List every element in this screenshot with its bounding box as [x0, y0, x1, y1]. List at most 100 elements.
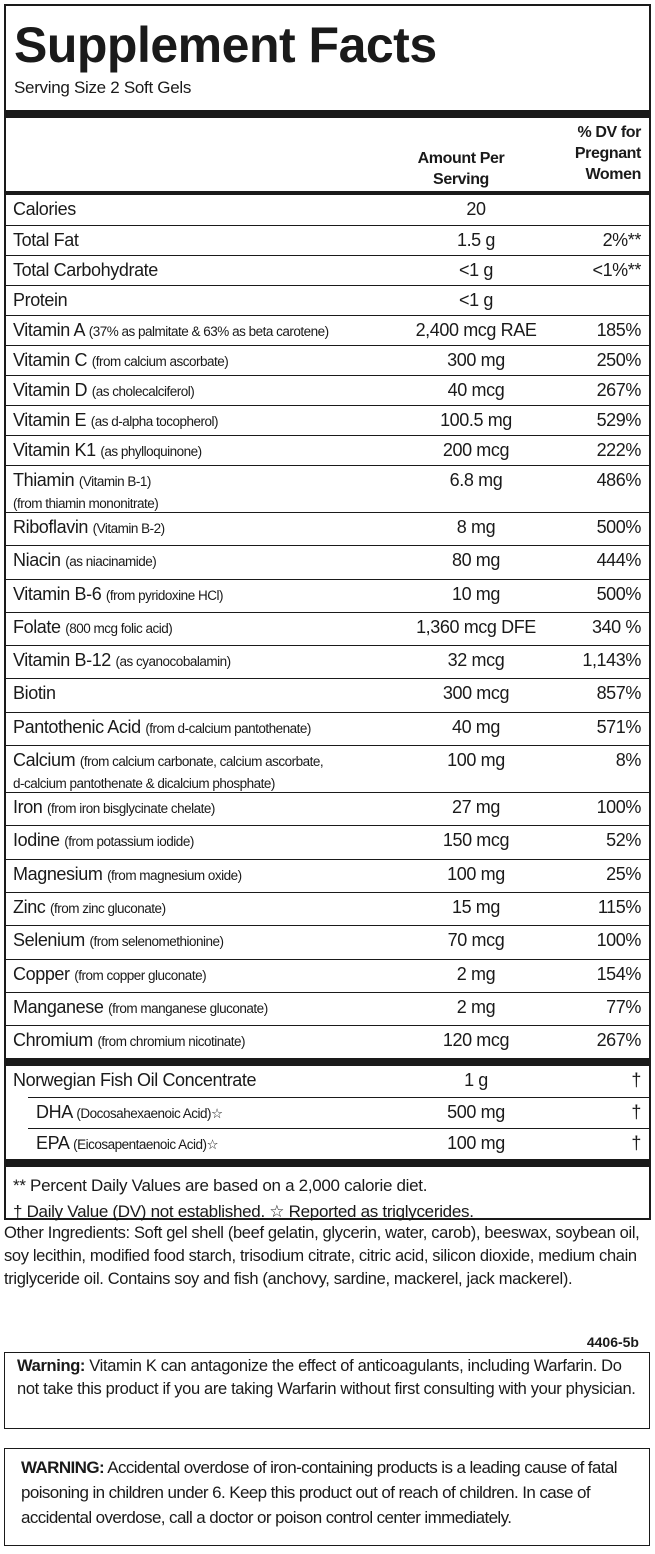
divider — [6, 191, 649, 195]
serving-size: Serving Size 2 Soft Gels — [14, 78, 192, 97]
amount: 6.8 mg — [449, 470, 503, 490]
daily-value: 857% — [596, 683, 642, 704]
amount: 100 mg — [447, 863, 505, 884]
table-row: Vitamin C (from calcium ascorbate) 300 mg… — [6, 345, 649, 375]
amount: 70 mcg — [447, 930, 505, 951]
panel-title: Supplement Facts — [14, 17, 437, 73]
amount: 100 mg — [447, 1133, 505, 1154]
table-row: EPA (Eicosapentaenoic Acid)☆ 100 mg † — [28, 1128, 649, 1159]
amount: 15 mg — [451, 896, 501, 917]
nutrient-name: Folate (800 mcg folic acid) — [13, 616, 173, 637]
nutrient-name: Total Fat — [13, 230, 79, 250]
daily-value: 250% — [596, 350, 642, 370]
table-row: Manganese (from manganese gluconate) 2 mg… — [6, 991, 649, 1025]
table-row: DHA (Docosahexaenoic Acid)☆ 500 mg † — [28, 1097, 649, 1128]
footnotes: ** Percent Daily Values are based on a 2… — [13, 1176, 474, 1222]
nutrient-name: Selenium (from selenomethionine) — [13, 930, 224, 951]
table-row: Vitamin D (as cholecalciferol) 40 mcg 267% — [6, 375, 649, 405]
table-row: Total Carbohydrate <1 g <1%** — [6, 255, 649, 285]
table-row: Calories 20 — [6, 195, 649, 225]
nutrient-name: Calcium (from calcium carbonate, calcium… — [13, 750, 324, 792]
table-row: Vitamin B-6 (from pyridoxine HCl) 10 mg 50… — [6, 578, 649, 612]
table-row: Protein <1 g — [6, 285, 649, 315]
amount: 500 mg — [447, 1102, 505, 1123]
nutrient-name: Copper (from copper gluconate) — [13, 963, 207, 984]
daily-value: † — [631, 1070, 641, 1091]
nutrient-name: Protein — [13, 290, 68, 310]
fish-oil-table: Norwegian Fish Oil Concentrate 1 g † DHA (… — [6, 1066, 649, 1159]
amount: 1,360 mcg DFE — [416, 616, 536, 637]
daily-value: <1%** — [592, 260, 641, 280]
daily-value: 267% — [596, 1030, 642, 1051]
nutrient-name: EPA (Eicosapentaenoic Acid)☆ — [36, 1133, 219, 1154]
table-row: Vitamin K1 (as phylloquinone) 200 mcg 222% — [6, 435, 649, 465]
nutrient-name: Vitamin C (from calcium ascorbate) — [13, 350, 229, 370]
nutrient-name: Calories — [13, 199, 76, 219]
table-row: Riboflavin (Vitamin B-2) 8 mg 500% — [6, 512, 649, 545]
daily-value: 500% — [596, 517, 642, 537]
amount: 20 — [466, 199, 486, 219]
amount: 150 mcg — [442, 830, 510, 851]
divider — [6, 1058, 649, 1067]
table-row: Chromium (from chromium nicotinate) 120 m… — [6, 1025, 649, 1058]
amount: 40 mg — [451, 716, 501, 737]
amount: 200 mcg — [442, 440, 510, 460]
daily-value: 100% — [596, 797, 642, 818]
column-header: Amount Per Serving % DV for Pregnant Women — [6, 118, 649, 191]
table-row: Zinc (from zinc gluconate) 15 mg 115% — [6, 891, 649, 925]
daily-value: 100% — [596, 930, 642, 951]
nutrient-name: Biotin — [13, 683, 56, 704]
amount: 2 mg — [456, 996, 496, 1017]
daily-value: † — [631, 1102, 641, 1123]
divider — [6, 110, 649, 118]
nutrient-name: Manganese (from manganese gluconate) — [13, 996, 268, 1017]
daily-value: 500% — [596, 583, 642, 604]
daily-value: 154% — [596, 963, 642, 984]
nutrient-name: Riboflavin (Vitamin B-2) — [13, 517, 165, 537]
daily-value: 222% — [596, 440, 642, 460]
table-row: Vitamin E (as d-alpha tocopherol) 100.5 m… — [6, 405, 649, 435]
nutrient-name: Total Carbohydrate — [13, 260, 158, 280]
table-row: Total Fat 1.5 g 2%** — [6, 225, 649, 255]
table-row: Pantothenic Acid (from d-calcium pantoth… — [6, 711, 649, 745]
daily-value: 8% — [615, 750, 642, 771]
nutrient-name: Vitamin A (37% as palmitate & 63% as bet… — [13, 320, 329, 340]
amount: 100.5 mg — [440, 410, 512, 430]
table-row: Selenium (from selenomethionine) 70 mcg 10… — [6, 925, 649, 958]
table-row: Copper (from copper gluconate) 2 mg 154% — [6, 958, 649, 992]
nutrient-name: Chromium (from chromium nicotinate) — [13, 1030, 245, 1051]
nutrient-name: Vitamin K1 (as phylloquinone) — [13, 440, 202, 460]
other-ingredients: Other Ingredients: Soft gel shell (beef … — [4, 1224, 640, 1288]
nutrient-name: Vitamin E (as d-alpha tocopherol) — [13, 410, 219, 430]
table-row: Niacin (as niacinamide) 80 mg 444% — [6, 545, 649, 578]
amount: 300 mcg — [442, 683, 510, 704]
vitamin-k-warning: Warning: Vitamin K can antagonize the ef… — [4, 1352, 650, 1429]
daily-value: 185% — [596, 320, 642, 340]
amount: 1.5 g — [456, 230, 496, 250]
nutrient-name: Vitamin D (as cholecalciferol) — [13, 380, 195, 400]
nutrient-name: Vitamin B-12 (as cyanocobalamin) — [13, 650, 231, 671]
amount: <1 g — [459, 290, 493, 310]
table-row: Vitamin A (37% as palmitate & 63% as bet… — [6, 315, 649, 345]
amount: 10 mg — [451, 583, 501, 604]
amount-header: Amount Per Serving — [417, 150, 505, 188]
amount: 2 mg — [456, 963, 496, 984]
daily-value: 340 % — [591, 616, 641, 637]
nutrient-name: Zinc (from zinc gluconate) — [13, 896, 166, 917]
daily-value: 52% — [606, 830, 641, 851]
amount: <1 g — [459, 260, 493, 280]
table-row: Biotin 300 mcg 857% — [6, 678, 649, 711]
nutrient-name: Norwegian Fish Oil Concentrate — [13, 1070, 257, 1091]
amount: 40 mcg — [447, 380, 505, 400]
daily-value: 444% — [596, 550, 642, 571]
table-row: Iodine (from potassium iodide) 150 mcg 52% — [6, 825, 649, 858]
nutrient-table: Calories 20 Total Fat 1.5 g 2%** Total Carb… — [6, 195, 649, 1058]
daily-value: 77% — [606, 996, 641, 1017]
table-row: Norwegian Fish Oil Concentrate 1 g † — [6, 1066, 649, 1097]
amount: 300 mg — [447, 350, 505, 370]
nutrient-name: Iron (from iron bisglycinate chelate) — [13, 797, 215, 818]
table-row: Folate (800 mcg folic acid) 1,360 mcg DFE… — [6, 611, 649, 645]
daily-value: 115% — [597, 896, 642, 917]
daily-value: 25% — [606, 863, 641, 884]
daily-value: 1,143% — [582, 650, 641, 671]
